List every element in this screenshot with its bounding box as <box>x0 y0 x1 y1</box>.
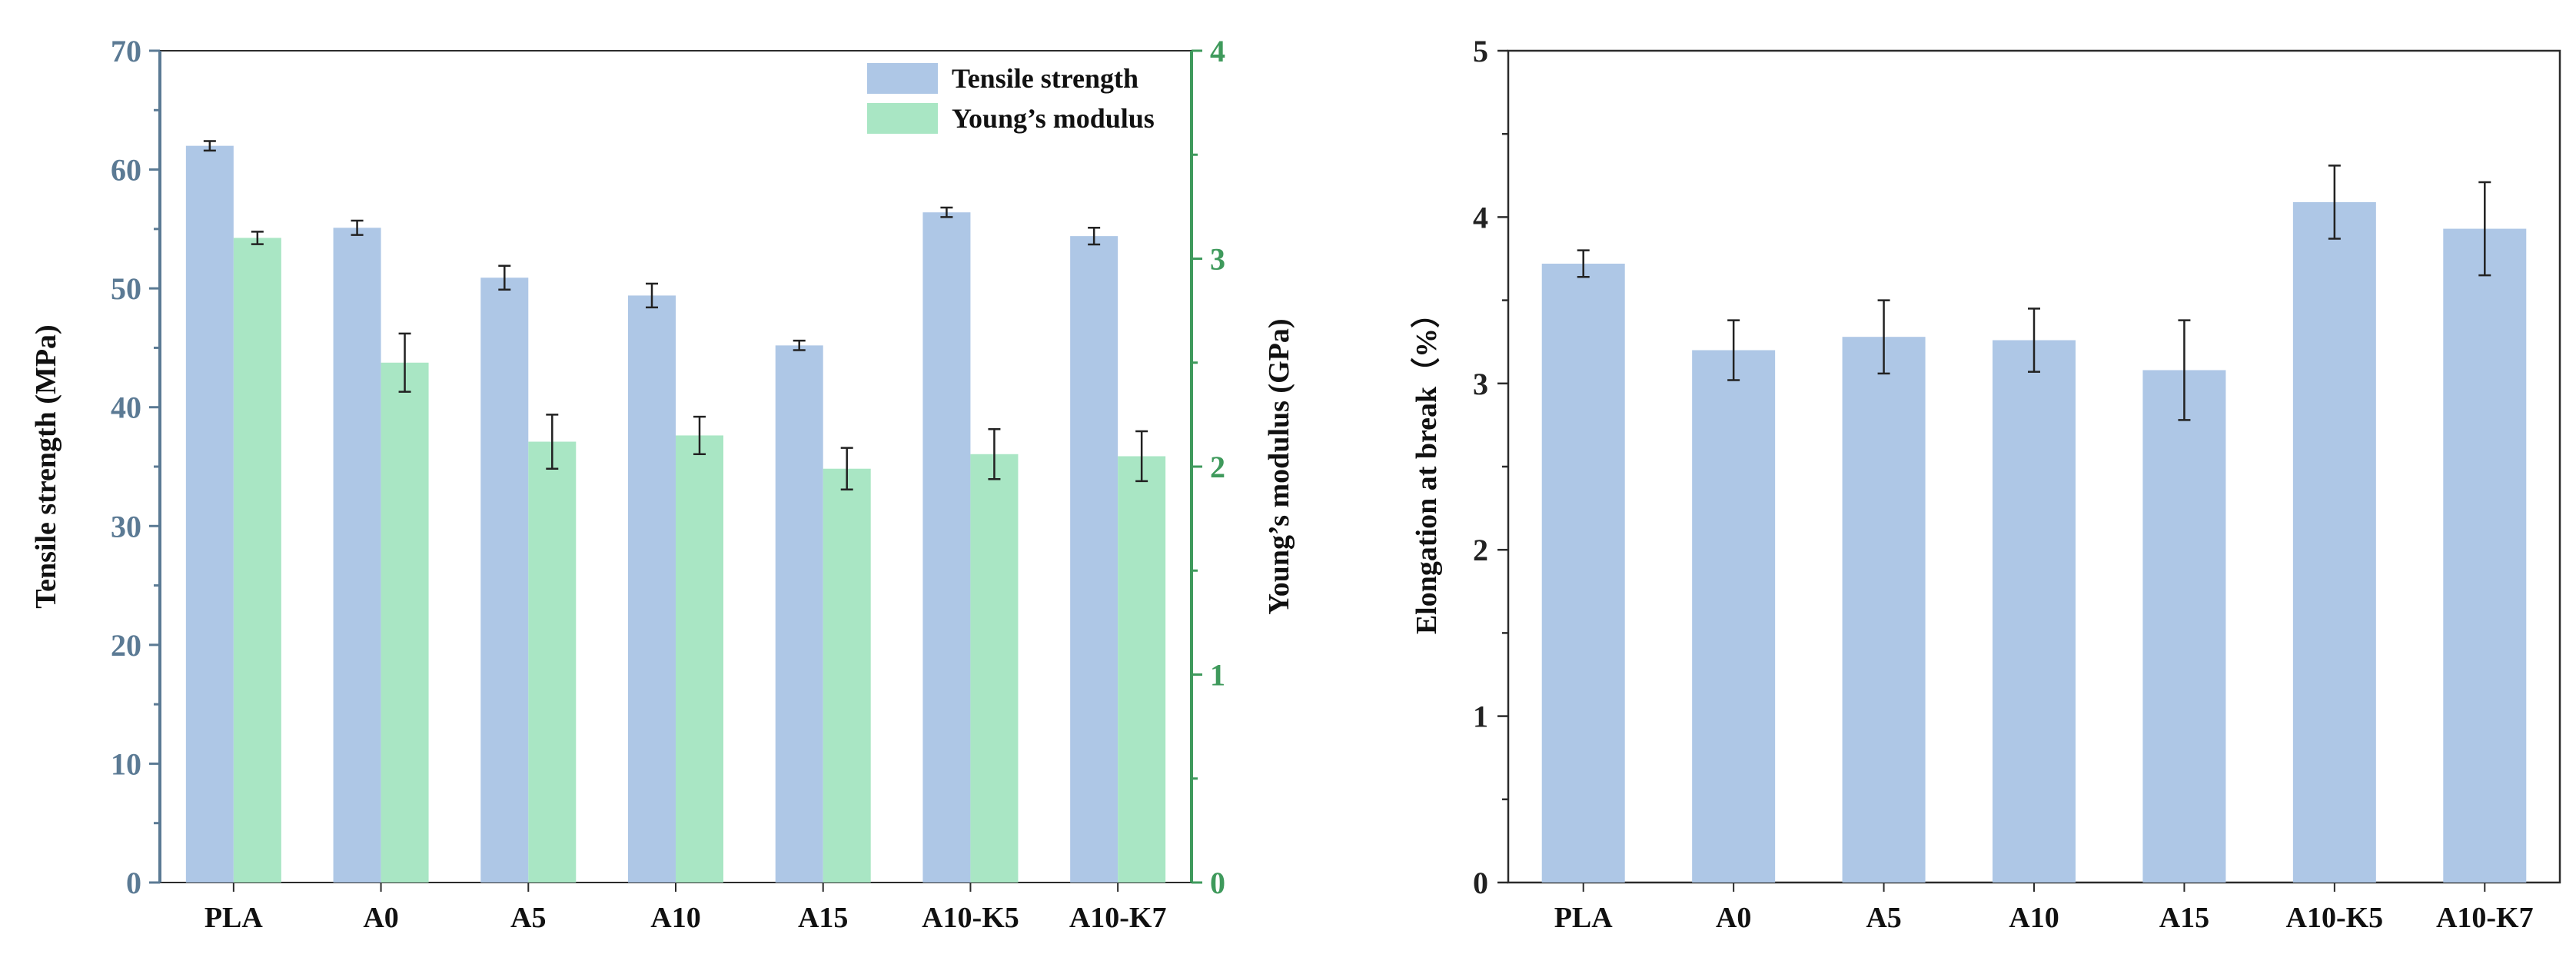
right-tick-label: 4 <box>1210 34 1225 68</box>
bar-elongation <box>2443 228 2527 883</box>
x-tick-label: A10 <box>2009 902 2059 934</box>
right-tick-label: 2 <box>1210 450 1225 484</box>
right-tick-label: 1 <box>1210 658 1225 693</box>
x-tick-label: A0 <box>363 902 398 934</box>
legend-label-youngs-modulus: Young’s modulus <box>952 103 1155 134</box>
x-tick-label: A5 <box>1866 902 1901 934</box>
left-tick-label: 30 <box>111 509 141 543</box>
bar-youngs-modulus <box>970 454 1019 883</box>
y-tick-label: 1 <box>1473 700 1488 734</box>
x-tick-label: A10 <box>650 902 700 934</box>
x-tick-label: A10-K5 <box>922 902 1019 934</box>
bar-elongation <box>1692 350 1776 883</box>
bar-youngs-modulus <box>823 468 871 883</box>
bar-tensile-strength <box>628 295 676 883</box>
bar-youngs-modulus <box>1118 456 1166 883</box>
y-tick-label: 4 <box>1473 200 1488 234</box>
bar-tensile-strength <box>480 278 529 883</box>
x-tick-label: A15 <box>2159 902 2209 934</box>
left-tick-label: 50 <box>111 271 141 306</box>
bar-tensile-strength <box>922 212 971 883</box>
legend-swatch-youngs-modulus <box>867 103 938 134</box>
y-tick-label: 0 <box>1473 866 1488 900</box>
right-axis-title: Young’s modulus (GPa) <box>1263 318 1295 614</box>
left-tick-label: 40 <box>111 391 141 425</box>
x-tick-label: PLA <box>1554 902 1614 934</box>
bar-elongation <box>1842 337 1926 883</box>
y-tick-label: 5 <box>1473 34 1488 68</box>
x-tick-label: A10-K7 <box>1069 902 1167 934</box>
bar-elongation <box>1541 263 1625 883</box>
mechanical-properties-chart: 0 10 20 30 40 50 60 70 0 1 2 3 4 PLA A0 A5 A10 A15 A10-K5 A… <box>30 34 1295 934</box>
y-axis-title: Elongation at break（%） <box>1411 299 1443 634</box>
legend-swatch-tensile-strength <box>867 63 938 94</box>
right-tick-label: 0 <box>1210 866 1225 900</box>
left-tick-label: 70 <box>111 34 141 68</box>
left-tick-label: 10 <box>111 746 141 781</box>
bar-tensile-strength <box>185 145 234 883</box>
x-tick-label: A10-K5 <box>2286 902 2384 934</box>
bar-youngs-modulus <box>676 435 723 883</box>
right-tick-label: 3 <box>1210 242 1225 277</box>
left-tick-label: 20 <box>111 628 141 663</box>
legend-label-tensile-strength: Tensile strength <box>952 63 1138 94</box>
x-tick-label: A0 <box>1716 902 1751 934</box>
bar-tensile-strength <box>1070 236 1118 883</box>
bar-tensile-strength <box>775 345 823 883</box>
bar-youngs-modulus <box>528 441 577 883</box>
bar-elongation <box>2142 370 2226 883</box>
x-tick-label: PLA <box>204 902 264 934</box>
elongation-chart: 0 1 2 3 4 5 PLA A0 A5 A10 A15 A10-K5 A10-K7 Elongatio… <box>1411 34 2561 934</box>
bar-elongation <box>2292 201 2376 883</box>
bar-tensile-strength <box>333 228 381 883</box>
y-tick-label: 2 <box>1473 533 1488 567</box>
x-tick-label: A10-K7 <box>2436 902 2534 934</box>
x-tick-label: A5 <box>510 902 546 934</box>
left-tick-label: 60 <box>111 153 141 188</box>
left-tick-label: 0 <box>126 866 141 900</box>
x-tick-label: A15 <box>798 902 848 934</box>
bar-elongation <box>1993 340 2076 883</box>
left-axis-title: Tensile strength (MPa) <box>30 324 62 608</box>
bar-youngs-modulus <box>233 238 281 883</box>
y-tick-label: 3 <box>1473 367 1488 401</box>
bar-youngs-modulus <box>381 362 429 883</box>
